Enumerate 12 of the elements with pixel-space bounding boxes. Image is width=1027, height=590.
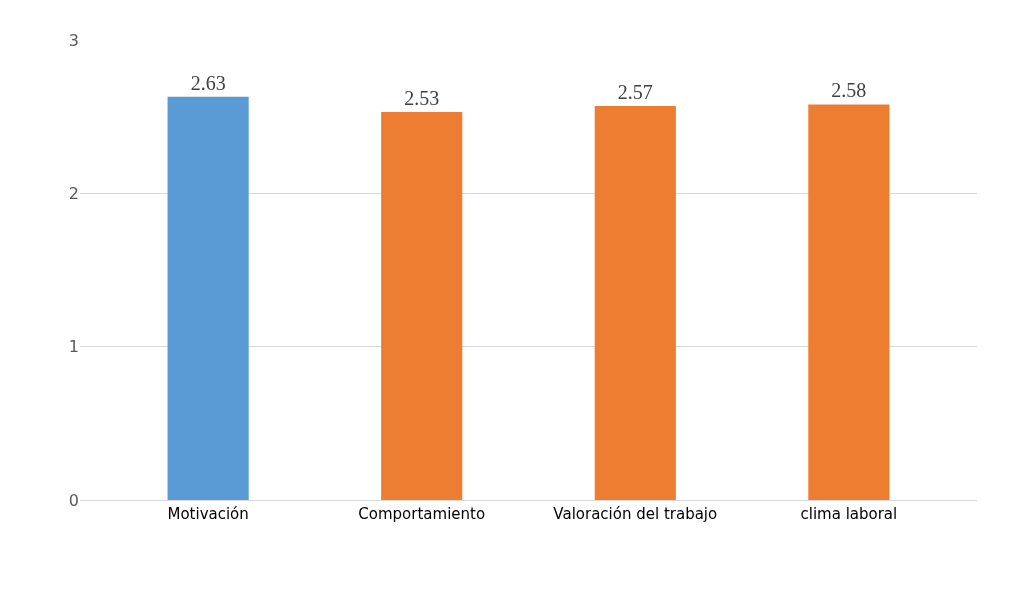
y-tick-label: 1 [68,337,79,357]
x-tick-label: Motivación [167,505,249,523]
x-tick-label: clima laboral [800,505,898,523]
y-tick-label: 2 [68,183,79,203]
data-label: 2.63 [190,71,226,94]
x-tick-label: Comportamiento [358,505,486,523]
x-tick-label: Valoración del trabajo [553,505,718,523]
data-label: 2.57 [617,80,653,103]
y-tick-label: 3 [68,30,79,50]
y-tick-label: 0 [68,490,79,510]
data-label: 2.53 [404,87,440,110]
data-label: 2.58 [831,79,867,102]
